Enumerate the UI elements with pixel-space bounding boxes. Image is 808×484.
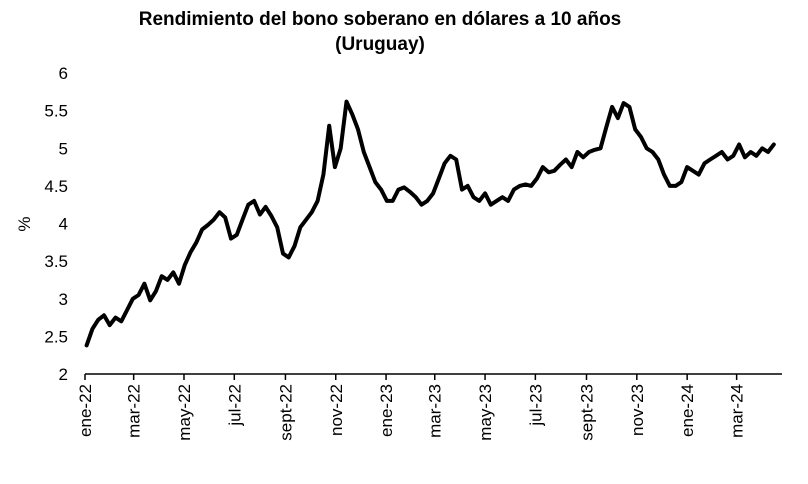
x-tick-label: nov-22 [327,384,346,436]
x-tick-label: ene-24 [678,384,697,437]
chart-title: Rendimiento del bono soberano en dólares… [139,9,622,30]
x-tick-label: jul-22 [225,384,244,427]
y-tick-label: 6 [59,64,68,83]
series-group [84,99,776,348]
y-tick-label: 5.5 [44,102,68,121]
x-tick-label: may-22 [175,384,194,441]
y-axis-title: % [15,216,34,231]
x-tick-label: sept-23 [578,384,597,441]
x-axis: ene-22 mar-22 may-22 jul-22 sept-22 nov-22 ene… [76,373,782,441]
x-tick-label: ene-22 [76,384,95,437]
y-tick-label: 4 [59,215,68,234]
y-tick-label: 3.5 [44,252,68,271]
x-tick-label: mar-23 [426,384,445,438]
y-tick-label: 2.5 [44,327,68,346]
x-tick-label: may-23 [476,384,495,441]
y-axis: 2 2.5 3 3.5 4 4.5 5 5.5 6 [44,64,68,384]
x-tick-label: nov-23 [628,384,647,436]
x-tick-label: sept-22 [276,384,295,441]
series-line-0 [84,99,776,348]
x-tick-label: mar-24 [728,384,747,438]
x-tick-label: jul-23 [526,384,545,427]
chart-subtitle: (Uruguay) [335,34,425,55]
y-tick-label: 5 [59,139,68,158]
x-tick-label: mar-22 [125,384,144,438]
y-tick-label: 2 [59,365,68,384]
y-tick-label: 4.5 [44,177,68,196]
x-tick-label: ene-23 [377,384,396,437]
y-tick-label: 3 [59,290,68,309]
